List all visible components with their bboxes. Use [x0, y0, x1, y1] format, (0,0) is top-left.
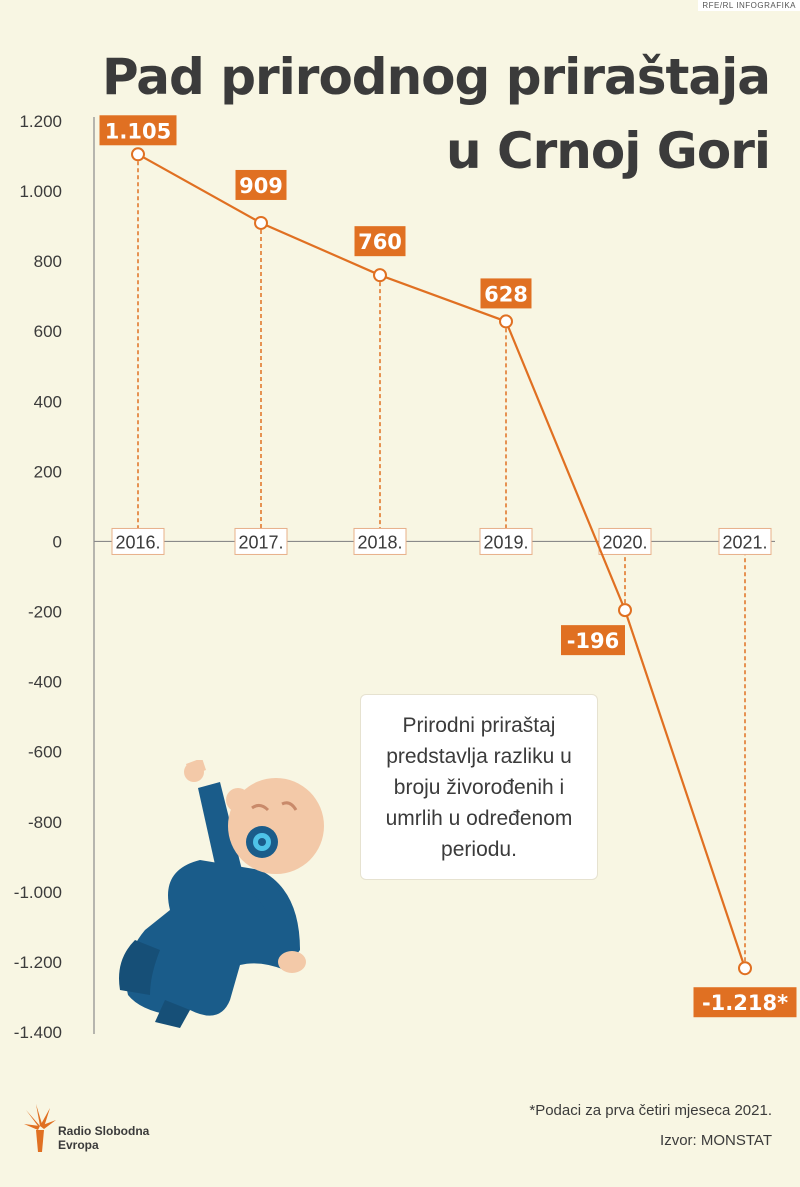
data-label-text: 628 [484, 282, 528, 306]
data-label: -1.218* [693, 987, 797, 1018]
y-tick-label: -1.000 [14, 883, 62, 902]
y-tick-label: 600 [34, 322, 62, 341]
y-tick-label: -200 [28, 603, 62, 622]
baby-illustration [119, 760, 324, 1028]
data-label-text: -1.218* [702, 991, 788, 1015]
x-tick-label-group: 2021. [718, 527, 772, 555]
y-tick-label: -1.200 [14, 953, 62, 972]
data-point [499, 314, 513, 329]
x-tick-box [353, 527, 407, 555]
rse-logo [24, 1104, 56, 1152]
y-tick-label: 400 [34, 392, 62, 411]
x-tick-box [718, 527, 772, 555]
y-tick-label: 0 [53, 532, 62, 551]
credit-label: RFE/RL INFOGRAFIKA [698, 0, 800, 11]
x-tick-label-group: 2019. [479, 527, 533, 555]
data-label: 1.105 [99, 115, 177, 146]
data-point [618, 603, 632, 618]
y-tick-label: -600 [28, 743, 62, 762]
x-tick-label-group: 2018. [353, 527, 407, 555]
y-tick-label: 800 [34, 252, 62, 271]
footnote: *Podaci za prva četiri mjeseca 2021. [529, 1102, 772, 1119]
data-label: 628 [480, 278, 532, 309]
x-tick-label: 2019. [483, 532, 528, 552]
y-tick-label: -800 [28, 813, 62, 832]
data-label-box [99, 115, 177, 146]
y-tick-label: -400 [28, 673, 62, 692]
y-tick-label: 200 [34, 462, 62, 481]
data-label-text: 909 [239, 174, 283, 198]
info-text: Prirodni priraštaj predstavlja razliku u… [385, 713, 573, 861]
data-point [131, 147, 145, 162]
data-label-box [235, 169, 287, 200]
data-label: 760 [354, 226, 406, 257]
data-point [373, 268, 387, 283]
title-line-2: u Crnoj Gori [445, 122, 771, 180]
x-tick-label: 2021. [722, 532, 767, 552]
x-tick-label-group: 2016. [111, 527, 165, 555]
data-label-text: 760 [358, 230, 402, 254]
data-label-text: 1.105 [105, 119, 171, 143]
x-tick-label: 2018. [357, 532, 402, 552]
x-tick-label: 2016. [115, 532, 160, 552]
logo-text-line-1: Radio Slobodna [58, 1124, 150, 1138]
logo-text: Radio Slobodna Evropa [58, 1124, 168, 1152]
data-label-box [480, 278, 532, 309]
info-box: Prirodni priraštaj predstavlja razliku u… [360, 694, 598, 880]
data-point [254, 215, 268, 230]
y-tick-label: -1.400 [14, 1023, 62, 1042]
series-line [137, 153, 747, 969]
data-point [738, 961, 752, 976]
y-tick-label: 1.000 [19, 182, 62, 201]
x-tick-label: 2017. [238, 532, 283, 552]
data-label: -196 [561, 625, 625, 656]
x-tick-box [234, 527, 288, 555]
source-note: Izvor: MONSTAT [660, 1132, 772, 1149]
data-label: 909 [235, 169, 287, 200]
data-label-box [693, 987, 797, 1018]
chart-title: Pad prirodnog priraštaja u Crnoj Gori [101, 40, 771, 188]
y-tick-label: 1.200 [19, 112, 62, 131]
x-tick-box [479, 527, 533, 555]
data-label-text: -196 [567, 629, 620, 653]
x-tick-box [111, 527, 165, 555]
data-label-box [354, 226, 406, 257]
data-label-box [561, 625, 625, 656]
title-line-1: Pad prirodnog priraštaja [101, 48, 771, 106]
x-tick-label-group: 2017. [234, 527, 288, 555]
x-tick-label-group: 2020. [598, 527, 652, 555]
x-tick-label: 2020. [602, 532, 647, 552]
logo-text-line-2: Evropa [58, 1138, 99, 1152]
x-tick-box [598, 527, 652, 555]
